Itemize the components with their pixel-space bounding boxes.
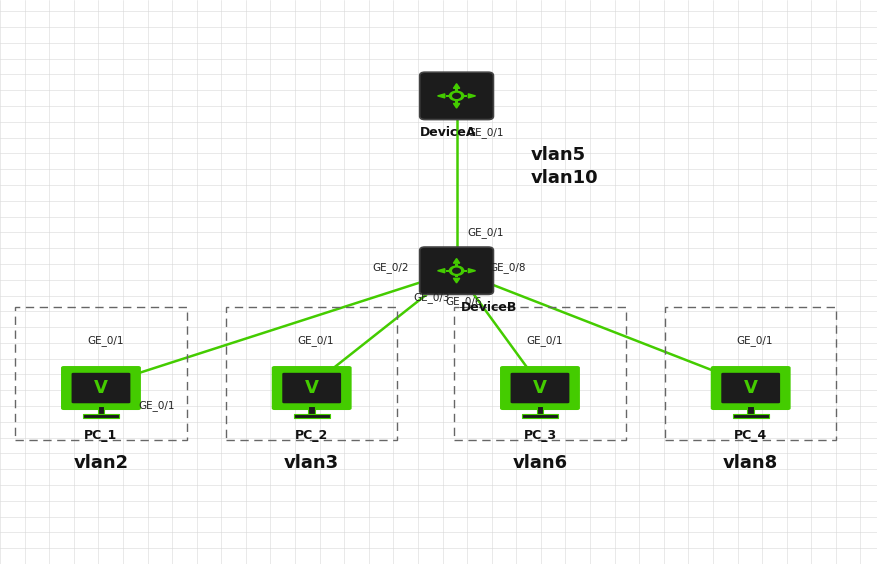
Polygon shape xyxy=(437,268,445,273)
FancyBboxPatch shape xyxy=(710,366,789,410)
Text: DeviceA: DeviceA xyxy=(419,126,475,139)
Text: GE_0/1: GE_0/1 xyxy=(467,227,503,238)
Text: V: V xyxy=(94,379,108,397)
Circle shape xyxy=(449,266,463,275)
Text: PC_2: PC_2 xyxy=(295,429,328,442)
Text: vlan3: vlan3 xyxy=(284,454,339,472)
Text: vlan2: vlan2 xyxy=(74,454,128,472)
Text: PC_3: PC_3 xyxy=(523,429,556,442)
Text: PC_4: PC_4 xyxy=(733,429,766,442)
FancyBboxPatch shape xyxy=(500,366,579,410)
Polygon shape xyxy=(467,268,475,273)
Text: GE_0/1: GE_0/1 xyxy=(525,335,562,346)
Circle shape xyxy=(449,91,463,100)
Text: vlan5
vlan10: vlan5 vlan10 xyxy=(531,146,598,187)
Bar xyxy=(746,406,753,414)
Polygon shape xyxy=(453,83,460,89)
Bar xyxy=(665,307,835,440)
Polygon shape xyxy=(467,94,475,98)
FancyBboxPatch shape xyxy=(721,373,780,403)
FancyBboxPatch shape xyxy=(419,72,493,120)
Text: GE_0/1: GE_0/1 xyxy=(139,400,175,411)
Bar xyxy=(82,414,119,418)
Text: vlan6: vlan6 xyxy=(512,454,567,472)
Bar xyxy=(454,307,624,440)
Text: GE_0/8: GE_0/8 xyxy=(488,262,525,274)
Bar xyxy=(731,414,768,418)
Bar xyxy=(446,95,467,97)
Text: GE_0/3: GE_0/3 xyxy=(413,292,450,303)
Circle shape xyxy=(453,94,460,98)
Bar xyxy=(308,406,315,414)
FancyBboxPatch shape xyxy=(61,366,140,410)
Bar xyxy=(293,414,330,418)
Text: vlan8: vlan8 xyxy=(723,454,777,472)
Bar xyxy=(97,406,104,414)
FancyBboxPatch shape xyxy=(72,373,131,403)
Circle shape xyxy=(453,268,460,273)
Text: GE_0/1: GE_0/1 xyxy=(736,335,773,346)
Text: GE_0/6: GE_0/6 xyxy=(445,296,481,307)
Bar xyxy=(446,270,467,272)
Text: DeviceB: DeviceB xyxy=(460,301,517,314)
Text: V: V xyxy=(532,379,546,397)
Text: V: V xyxy=(743,379,757,397)
Bar xyxy=(521,414,558,418)
Text: V: V xyxy=(304,379,318,397)
FancyBboxPatch shape xyxy=(272,366,351,410)
Polygon shape xyxy=(453,258,460,263)
Polygon shape xyxy=(437,94,445,98)
Text: GE_0/1: GE_0/1 xyxy=(297,335,334,346)
Text: PC_1: PC_1 xyxy=(84,429,118,442)
Bar xyxy=(536,406,543,414)
Bar xyxy=(454,264,458,277)
FancyBboxPatch shape xyxy=(510,373,569,403)
Bar xyxy=(454,89,458,103)
Polygon shape xyxy=(453,103,460,108)
Text: GE_0/1: GE_0/1 xyxy=(467,127,503,138)
Bar xyxy=(16,307,187,440)
FancyBboxPatch shape xyxy=(282,373,340,403)
FancyBboxPatch shape xyxy=(419,247,493,294)
Text: GE_0/1: GE_0/1 xyxy=(87,335,124,346)
Text: GE_0/2: GE_0/2 xyxy=(372,262,409,274)
Polygon shape xyxy=(453,278,460,283)
Bar xyxy=(225,307,396,440)
